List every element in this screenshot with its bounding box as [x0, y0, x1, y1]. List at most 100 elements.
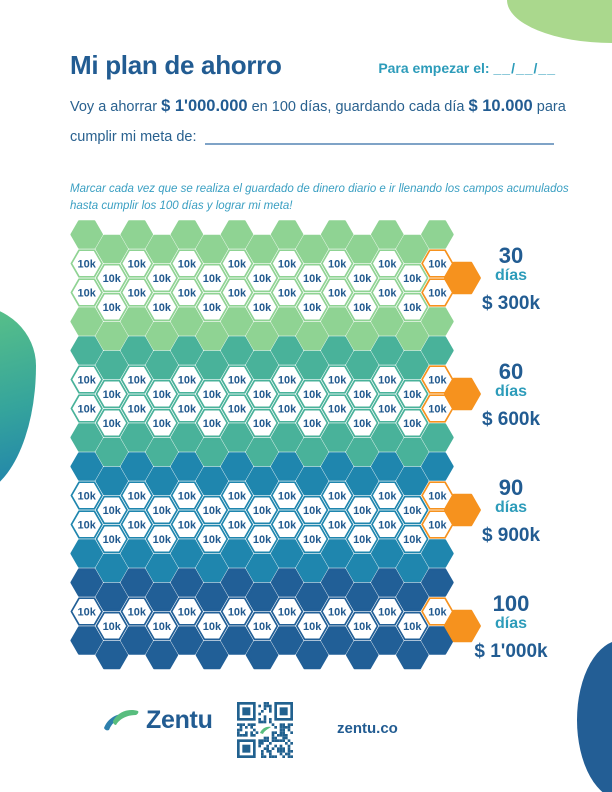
day-cell-hex-band-2-teal [195, 408, 229, 438]
day-cell-label: 10k [353, 273, 372, 285]
qr-module [269, 750, 272, 753]
day-hex-solid-band-1-green [295, 321, 329, 351]
qr-module [239, 734, 243, 737]
qr-module [242, 734, 245, 737]
day-cell-hex-band-2-teal [245, 408, 279, 438]
day-hex-solid-band-3-blue [170, 539, 204, 568]
qr-module [277, 747, 280, 750]
qr-module [247, 723, 251, 726]
qr-module [279, 747, 283, 750]
day-cell-hex-band-1-green [195, 263, 229, 293]
qr-module [282, 731, 285, 734]
qr-module [287, 739, 291, 742]
day-cell-hex-band-4-navy [396, 611, 429, 641]
day-hex-solid-band-4-navy [320, 626, 354, 655]
qr-module [279, 726, 283, 729]
qr-module [271, 739, 275, 742]
day-cell-hex-band-1-green [170, 278, 204, 307]
day-hex-solid-band-4-navy [145, 640, 179, 670]
day-cell-label: 10k [153, 505, 172, 517]
day-hex-solid-band-1-green [70, 307, 103, 336]
qr-module [263, 715, 267, 718]
day-cell-hex-band-1-green [145, 292, 178, 322]
qr-module [263, 704, 267, 708]
day-hex-solid-band-1-green [95, 321, 129, 351]
milestone-unit: días [494, 267, 527, 284]
qr-module [279, 728, 283, 732]
day-cell-hex-band-2-teal [120, 365, 153, 394]
day-cell-hex-band-4-navy [371, 597, 404, 626]
day-cell-label: 10k [278, 287, 297, 299]
day-hex-solid-band-2-teal [95, 437, 129, 467]
day-hex-solid-band-2-teal [421, 336, 454, 365]
day-hex-solid-band-4-navy [270, 568, 304, 597]
qr-module [266, 747, 269, 750]
day-hex-solid-band-4-navy [270, 626, 304, 655]
day-hex-solid-band-3-blue [145, 466, 179, 496]
day-hex-solid-band-3-blue [70, 539, 103, 568]
qr-module [282, 726, 285, 729]
milestone-days: 30 [498, 243, 524, 268]
qr-module [237, 731, 240, 734]
day-hex-solid-band-3-blue [270, 452, 304, 481]
day-cell-label: 10k [253, 389, 272, 401]
day-hex-solid-band-2-teal [95, 350, 129, 380]
day-cell-hex-band-1-green [296, 292, 329, 322]
day-cell-label: 10k [378, 519, 397, 531]
day-cell-label: 10k [328, 258, 347, 270]
day-cell-hex-band-1-green [346, 263, 379, 293]
day-hex-solid-band-1-green [245, 321, 279, 351]
day-cell-label: 10k [103, 389, 122, 401]
qr-module [269, 710, 272, 713]
day-cell-label: 10k [278, 403, 297, 415]
qr-module [237, 728, 240, 732]
start-date-blank: __/__/__ [493, 60, 556, 76]
day-cell-hex-band-4-navy [120, 597, 153, 626]
day-hex-solid-band-1-green [320, 220, 354, 249]
milestone-unit: días [494, 499, 527, 516]
day-cell-label: 10k [353, 389, 372, 401]
day-cell-hex-band-3-blue [245, 524, 279, 554]
day-cell-hex-band-2-teal [371, 365, 404, 394]
milestone-100-days: 100 días $ 1'000k [455, 593, 567, 663]
day-hex-solid-band-3-blue [95, 553, 129, 583]
day-hex-solid-band-1-green [145, 234, 179, 264]
day-cell-label: 10k [153, 389, 172, 401]
day-cell-hex-band-2-teal [220, 365, 254, 394]
day-cell-label: 10k [328, 490, 347, 502]
qr-module [271, 755, 275, 758]
qr-module [271, 734, 275, 737]
page-title: Mi plan de ahorro [70, 50, 282, 80]
day-hex-solid-band-2-teal [120, 423, 154, 452]
day-cell-hex-band-3-blue [396, 495, 429, 525]
day-hex-solid-band-2-teal [295, 350, 329, 380]
day-cell-hex-band-3-blue [220, 510, 254, 539]
day-hex-solid-band-1-green [195, 321, 229, 351]
day-cell-label: 10k [403, 505, 422, 517]
brand-name: Zentu [146, 705, 213, 734]
qr-module [239, 728, 243, 732]
day-cell-hex-band-4-navy [170, 597, 204, 626]
day-cell-label: 10k [278, 606, 297, 618]
day-cell-label: 10k [203, 621, 222, 633]
day-cell-label: 10k [128, 490, 147, 502]
day-hex-solid-band-4-navy [220, 626, 254, 655]
qr-module [255, 731, 259, 734]
day-hex-solid-band-2-teal [345, 350, 379, 380]
day-cell-hex-band-1-green [371, 278, 404, 307]
day-hex-solid-band-1-green [270, 220, 304, 249]
qr-module [274, 744, 277, 748]
qr-module [258, 744, 261, 748]
day-cell-hex-band-2-teal [270, 394, 304, 423]
day-cell-label: 10k [78, 374, 97, 386]
day-cell-hex-band-3-blue [70, 481, 103, 510]
qr-module [242, 723, 245, 726]
qr-module [287, 744, 291, 748]
day-hex-solid-band-4-navy [421, 568, 454, 597]
day-cell-hex-band-4-navy [195, 611, 229, 641]
day-cell-label: 10k [253, 273, 272, 285]
day-hex-solid-band-4-navy [170, 568, 204, 597]
day-cell-hex-band-3-blue [270, 510, 304, 539]
day-hex-solid-band-3-blue [95, 466, 129, 496]
day-hex-solid-band-3-blue [170, 452, 204, 481]
